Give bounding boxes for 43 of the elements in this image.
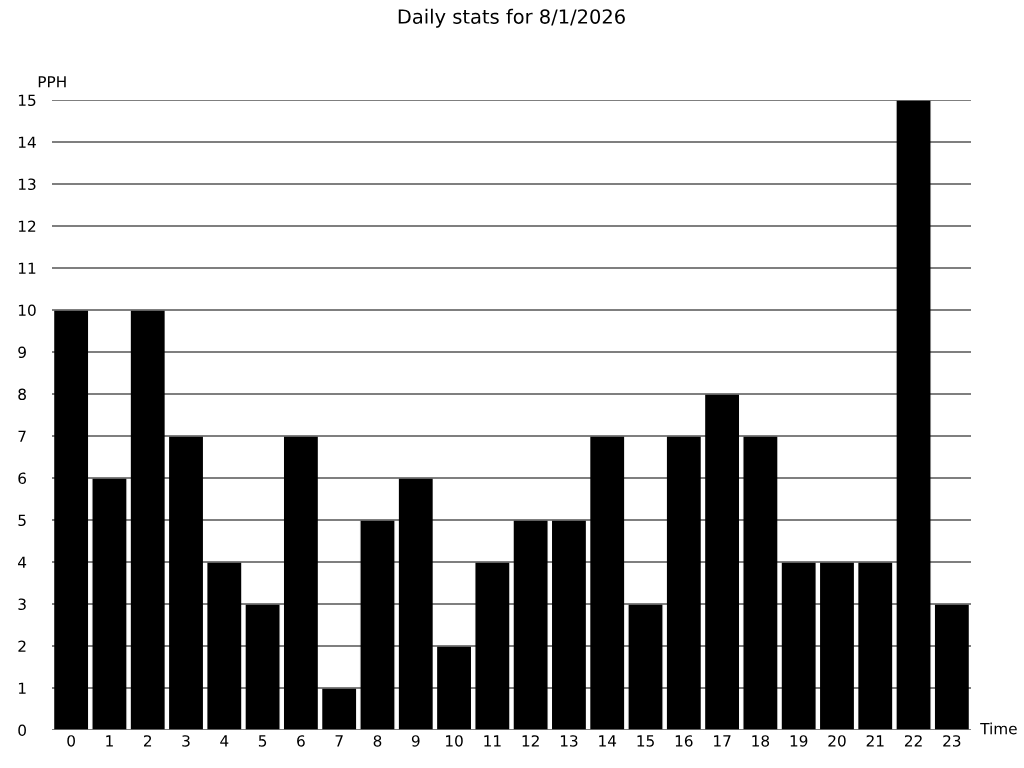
y-tick-label: 14 [18,136,36,148]
x-tick-label: 4 [220,735,229,747]
chart-title: Daily stats for 8/1/2026 [398,8,625,28]
y-tick-label: 2 [18,640,26,652]
y-tick-label: 6 [18,472,27,485]
x-tick-label: 15 [637,735,654,747]
x-tick-label: 10 [446,735,463,747]
y-tick-label: 10 [18,304,36,317]
x-tick-label: 0 [67,735,75,747]
x-tick-label: 21 [866,735,884,747]
x-tick-label: 13 [560,735,578,747]
x-tick-label: 22 [904,735,922,747]
y-tick-label: 1 [18,682,26,694]
y-tick-label: 15 [18,94,36,107]
x-tick-label: 7 [335,735,343,747]
x-tick-label: 11 [484,735,501,747]
y-tick-label: 7 [18,430,26,442]
x-axis-title: Time [980,722,1017,735]
x-tick-label: 18 [752,735,770,747]
y-tick-label: 13 [18,178,36,191]
x-tick-label: 17 [714,735,731,747]
x-tick-label: 14 [599,735,617,747]
y-tick-label: 11 [18,262,36,274]
x-tick-label: 12 [522,735,539,747]
y-tick-label: 3 [18,598,26,611]
y-tick-label: 4 [18,556,27,568]
y-tick-label: 5 [18,514,26,527]
y-tick-label: 12 [18,220,36,232]
y-axis-title: PPH [38,76,66,88]
x-tick-label: 6 [297,735,305,747]
y-tick-label: 8 [18,388,26,401]
y-tick-label: 9 [18,346,26,359]
x-tick-label: 23 [943,735,961,747]
y-tick-label: 0 [18,724,26,737]
x-tick-label: 2 [143,735,152,747]
x-tick-label: 16 [675,735,693,747]
x-tick-label: 1 [106,735,113,747]
x-tick-label: 8 [373,735,382,747]
x-tick-label: 20 [828,735,846,747]
x-tick-label: 5 [258,735,267,747]
x-tick-label: 19 [790,735,808,747]
x-tick-label: 3 [182,735,190,747]
x-tick-label: 9 [411,735,420,747]
